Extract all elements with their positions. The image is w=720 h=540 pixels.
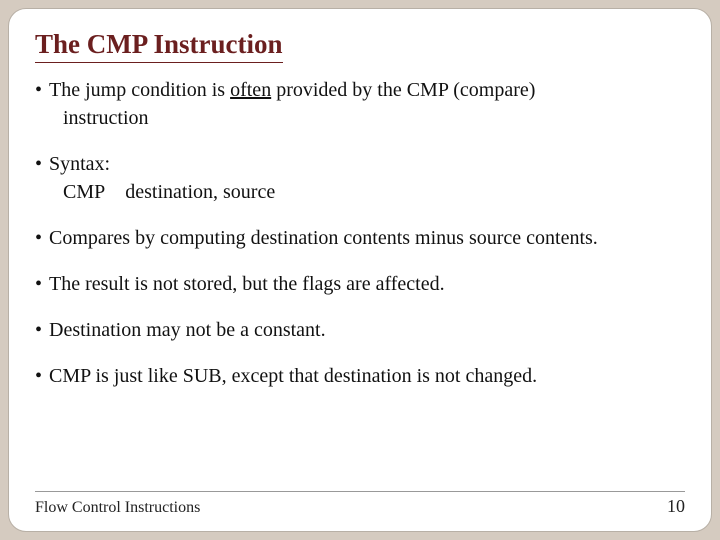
bullet-text: Destination may not be a constant. [49,317,685,343]
bullet-dot: • [35,363,49,389]
bullet-dot: • [35,317,49,343]
bullet-item: • CMP is just like SUB, except that dest… [35,363,685,389]
text-segment: Syntax: [49,153,110,175]
bullet-text: Compares by computing destination conten… [49,225,685,251]
slide-title: The CMP Instruction [35,29,283,63]
bullet-item: • Compares by computing destination cont… [35,225,685,251]
bullet-text: CMP is just like SUB, except that destin… [49,363,685,389]
slide-content: • The jump condition is often provided b… [35,77,685,491]
bullet-dot: • [35,225,49,251]
bullet-text: Syntax: CMP destination, source [49,151,685,205]
bullet-dot: • [35,77,49,131]
bullet-dot: • [35,271,49,297]
bullet-text: The jump condition is often provided by … [49,77,685,131]
text-segment: The jump condition is [49,79,230,101]
bullet-dot: • [35,151,49,205]
bullet-item: • The result is not stored, but the flag… [35,271,685,297]
page-number: 10 [667,496,685,517]
bullet-continuation: instruction [63,105,685,131]
slide-card: The CMP Instruction • The jump condition… [8,8,712,532]
underlined-word: often [230,79,271,101]
bullet-item: • Destination may not be a constant. [35,317,685,343]
footer-title: Flow Control Instructions [35,499,200,517]
text-segment: provided by the CMP (compare) [271,79,535,101]
bullet-text: The result is not stored, but the flags … [49,271,685,297]
bullet-continuation: CMP destination, source [63,179,685,205]
slide-footer: Flow Control Instructions 10 [35,491,685,517]
bullet-item: • The jump condition is often provided b… [35,77,685,131]
bullet-item: • Syntax: CMP destination, source [35,151,685,205]
